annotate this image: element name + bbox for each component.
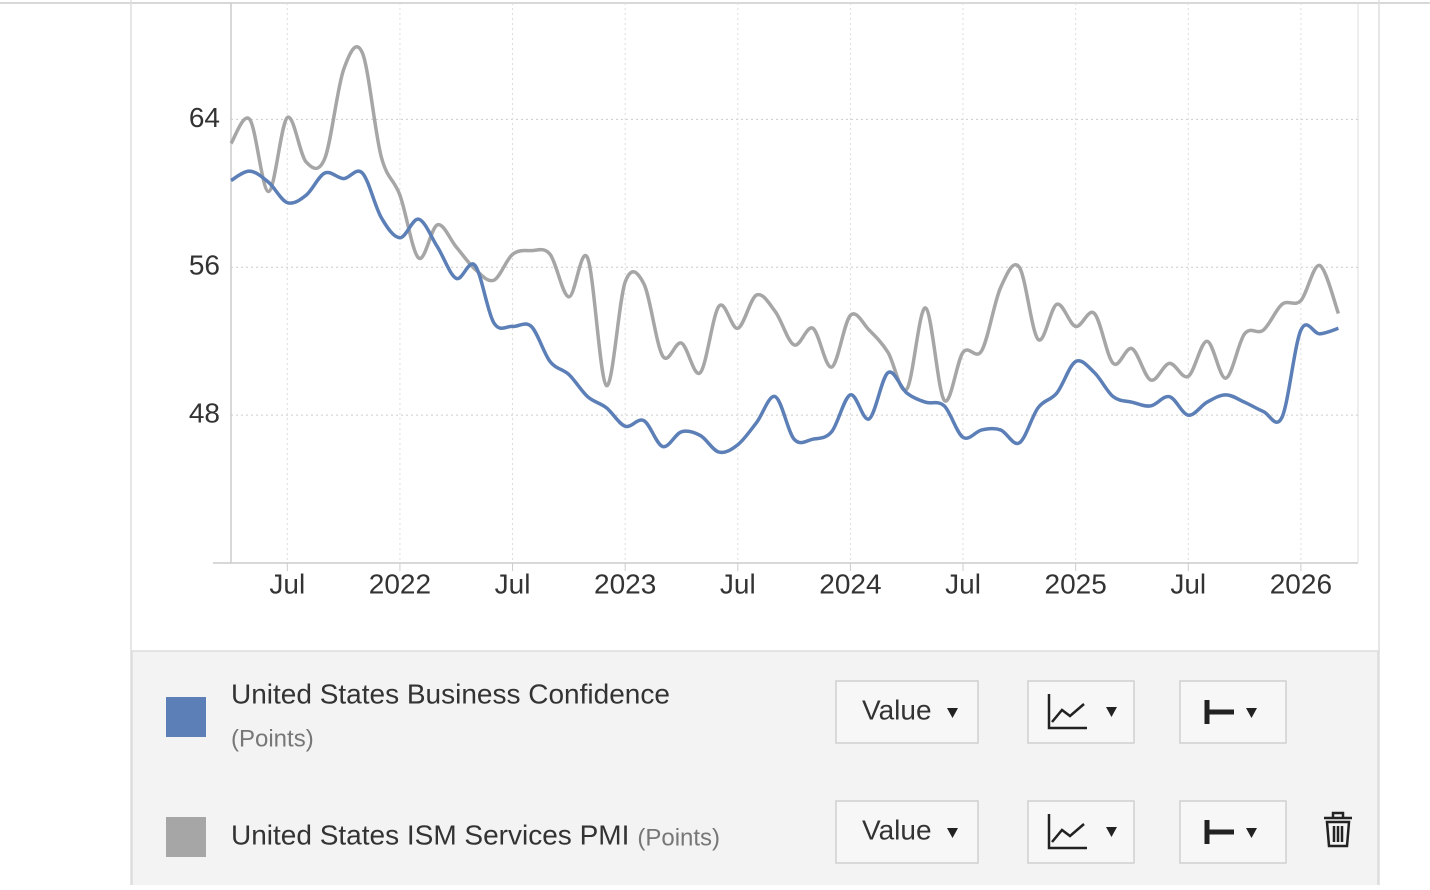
chart-type-dropdown[interactable] (1027, 680, 1135, 744)
legend-label: United States ISM Services PMI (231, 819, 629, 850)
style-icon (1204, 820, 1234, 844)
delete-button[interactable] (1324, 811, 1352, 848)
x-tick-label: 2025 (1045, 568, 1107, 599)
legend-row: United States ISM Services PMI (Points) … (166, 800, 1352, 864)
button-label[interactable]: Value (862, 694, 932, 725)
legend-unit: (Points) (231, 725, 314, 752)
caret (1106, 707, 1117, 717)
caret (1246, 828, 1257, 838)
caret (947, 828, 958, 838)
style-dropdown[interactable] (1179, 680, 1287, 744)
line-icon (1047, 814, 1087, 850)
plot: 48 56 64 Jul 2022 Jul 2023 Jul 2024 Jul 2025 Jul 202… (189, 3, 1359, 599)
style-dropdown[interactable] (1179, 800, 1287, 864)
x-tick-label: 2026 (1270, 568, 1332, 599)
button[interactable] (1027, 680, 1135, 744)
x-tick-label: Jul (945, 568, 981, 599)
caret (1106, 827, 1117, 837)
y-tick-label: 48 (189, 398, 220, 429)
caret (947, 708, 958, 718)
x-tick-label: 2022 (369, 568, 431, 599)
caret (1246, 708, 1257, 718)
line-icon (1047, 694, 1087, 730)
series-line (230, 169, 1339, 455)
x-tick-label: Jul (720, 568, 756, 599)
legend-label: United States Business Confidence (231, 678, 670, 709)
legend-unit: (Points) (637, 824, 720, 851)
x-tick-label: Jul (1170, 568, 1206, 599)
x-tick-label: Jul (495, 568, 531, 599)
button-label[interactable]: Value (862, 814, 932, 845)
x-tick-label: Jul (269, 568, 305, 599)
value-dropdown[interactable]: Value (835, 800, 979, 864)
value-dropdown[interactable]: Value (835, 680, 979, 744)
style-icon (1204, 700, 1234, 724)
trash-icon[interactable] (1324, 811, 1352, 848)
legend-row: United States Business Confidence (Point… (166, 678, 1287, 752)
y-tick-label: 56 (189, 250, 220, 281)
chart-type-dropdown[interactable] (1027, 800, 1135, 864)
legend-panel (131, 650, 1379, 890)
legend-swatch (166, 817, 206, 857)
button[interactable] (1027, 800, 1135, 864)
x-tick-label: 2023 (594, 568, 656, 599)
legend-swatch (166, 697, 206, 737)
x-tick-label: 2024 (819, 568, 881, 599)
y-tick-label: 64 (189, 102, 220, 133)
series-line (229, 45, 1341, 403)
